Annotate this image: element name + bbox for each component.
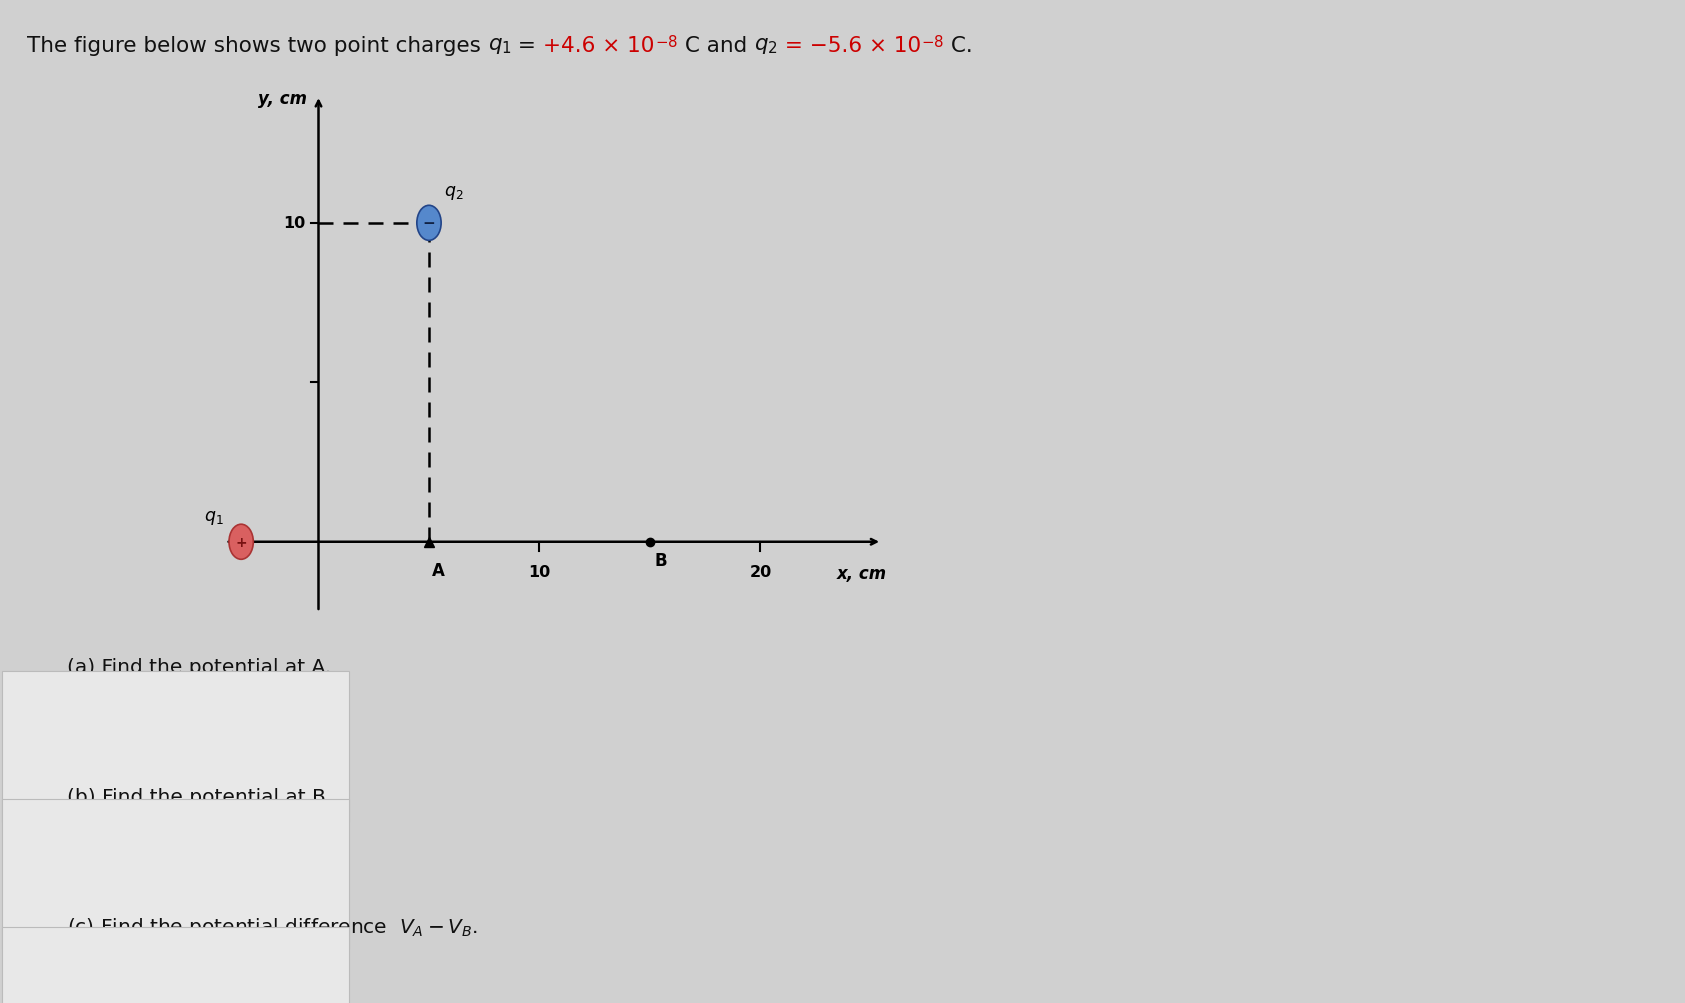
Text: $^{-8}$: $^{-8}$ bbox=[654, 36, 677, 56]
Text: +: + bbox=[236, 536, 248, 550]
Text: 10: 10 bbox=[283, 216, 305, 231]
Text: −: − bbox=[423, 216, 435, 231]
Text: C.: C. bbox=[944, 36, 972, 56]
Text: (c) Find the potential difference  $V_A - V_B$.: (c) Find the potential difference $V_A -… bbox=[67, 915, 479, 938]
Text: (a) Find the potential at A.: (a) Find the potential at A. bbox=[67, 657, 332, 676]
Circle shape bbox=[416, 206, 441, 241]
Text: B: B bbox=[654, 552, 667, 570]
Text: x, cm: x, cm bbox=[836, 565, 886, 583]
Text: y, cm: y, cm bbox=[258, 90, 307, 107]
Text: $q_2$: $q_2$ bbox=[755, 36, 778, 56]
Text: A: A bbox=[433, 562, 445, 580]
Text: $^{-8}$: $^{-8}$ bbox=[922, 36, 944, 56]
Text: $q_1$: $q_1$ bbox=[487, 36, 512, 56]
Text: 20: 20 bbox=[750, 565, 772, 580]
Text: (b) Find the potential at B.: (b) Find the potential at B. bbox=[67, 787, 332, 806]
Text: =: = bbox=[512, 36, 543, 56]
Text: $q_2$: $q_2$ bbox=[445, 184, 463, 202]
Text: The figure below shows two point charges: The figure below shows two point charges bbox=[27, 36, 487, 56]
Text: 10: 10 bbox=[529, 565, 551, 580]
Text: = −5.6 × 10: = −5.6 × 10 bbox=[778, 36, 922, 56]
Text: +4.6 × 10: +4.6 × 10 bbox=[543, 36, 654, 56]
Circle shape bbox=[229, 525, 253, 560]
Text: C and: C and bbox=[677, 36, 755, 56]
Text: $q_1$: $q_1$ bbox=[204, 509, 224, 527]
